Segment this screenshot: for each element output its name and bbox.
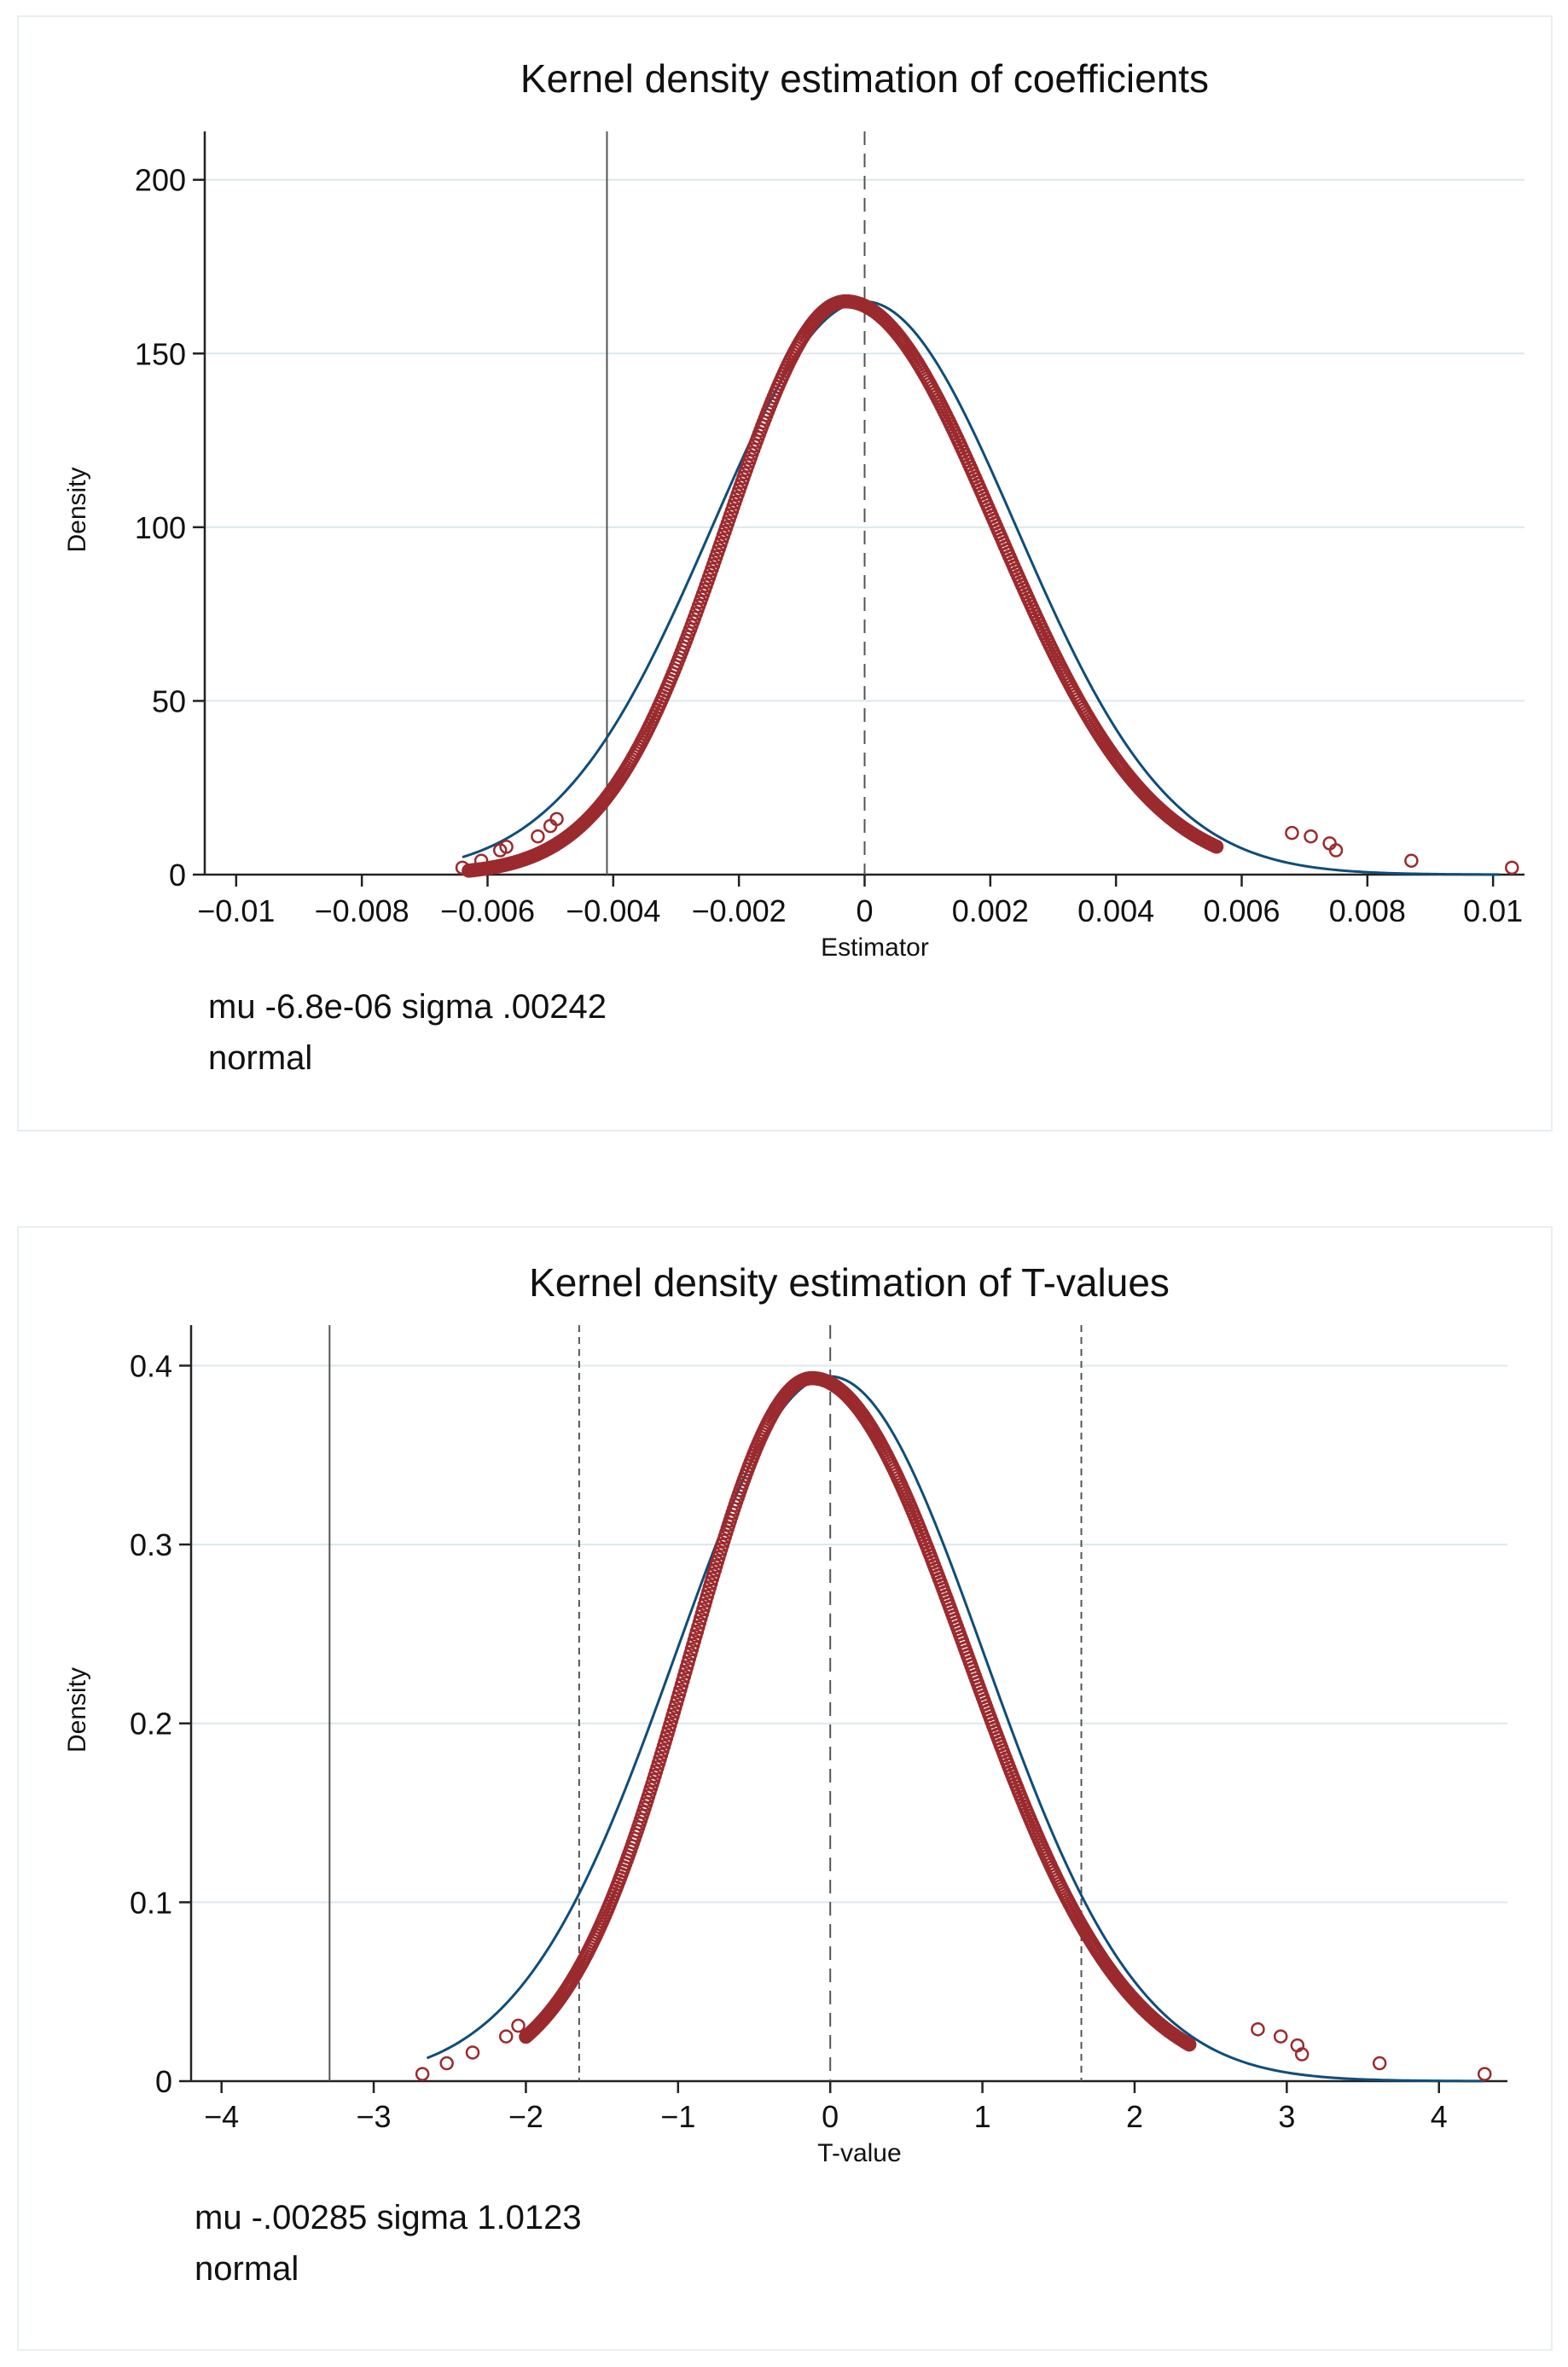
kde-points bbox=[415, 1370, 1492, 2081]
kde-tail-point bbox=[415, 2067, 430, 2081]
fit-parameters-text: mu -.00285 sigma 1.0123 bbox=[195, 2199, 582, 2236]
chart-title: Kernel density estimation of T-values bbox=[529, 1260, 1170, 1305]
kde-coefficients-chart: Kernel density estimation of coefficient… bbox=[63, 56, 1524, 962]
x-tick-label: 0 bbox=[856, 893, 873, 928]
fit-parameters-text: mu -6.8e-06 sigma .00242 bbox=[208, 988, 607, 1026]
y-tick-label: 0 bbox=[169, 858, 186, 893]
x-tick-label: −2 bbox=[508, 2099, 543, 2134]
x-axis-label: T-value bbox=[817, 2139, 901, 2167]
kde-tail-point bbox=[1285, 825, 1299, 840]
y-tick-label: 0 bbox=[155, 2064, 172, 2099]
kde-tail-point bbox=[439, 2056, 454, 2071]
x-tick-label: −0.01 bbox=[197, 893, 275, 928]
kde-tail-point bbox=[1505, 860, 1519, 875]
x-tick-label: −3 bbox=[357, 2099, 392, 2134]
y-tick-label: 0.2 bbox=[130, 1707, 172, 1742]
chart-title: Kernel density estimation of coefficient… bbox=[520, 56, 1209, 101]
x-axis-label: Estimator bbox=[821, 933, 929, 962]
x-tick-label: 0.002 bbox=[952, 893, 1029, 928]
x-tick-label: −0.004 bbox=[566, 893, 660, 928]
kde-tail-point bbox=[499, 840, 514, 854]
chart-panel-t-values: Kernel density estimation of T-values 0 0.… bbox=[17, 1226, 1553, 2351]
kde-tail-point bbox=[511, 2018, 526, 2033]
x-tick-label: 0 bbox=[822, 2099, 839, 2134]
x-tick-label: −1 bbox=[660, 2099, 695, 2134]
x-tick-label: 0.008 bbox=[1329, 893, 1406, 928]
kde-tail-point bbox=[1372, 2056, 1387, 2071]
kde-point bbox=[1209, 840, 1224, 854]
x-tick-label: −0.008 bbox=[315, 893, 409, 928]
kde-t-values-chart: Kernel density estimation of T-values 0 0.… bbox=[63, 1260, 1507, 2167]
y-tick-label: 0.3 bbox=[130, 1527, 172, 1562]
kde-points bbox=[455, 294, 1519, 878]
y-tick-label: 0.4 bbox=[130, 1348, 172, 1383]
fit-distribution-text: normal bbox=[195, 2250, 299, 2288]
kde-tail-point bbox=[1404, 853, 1419, 868]
kde-tail-point bbox=[1273, 2029, 1288, 2044]
x-tick-label: 3 bbox=[1278, 2099, 1295, 2134]
y-axis-label: Density bbox=[63, 467, 91, 552]
x-tick-label: 4 bbox=[1431, 2099, 1448, 2134]
fit-note: mu -.00285 sigma 1.0123 normal bbox=[195, 2192, 582, 2294]
y-tick-label: 0.1 bbox=[130, 1885, 172, 1920]
y-tick-label: 200 bbox=[135, 163, 186, 198]
kde-tail-point bbox=[549, 811, 564, 827]
x-tick-label: 2 bbox=[1126, 2099, 1143, 2134]
kde-tail-point bbox=[465, 2045, 480, 2060]
y-axis-label: Density bbox=[63, 1667, 91, 1753]
kde-tail-point bbox=[1328, 843, 1344, 858]
normal-density-curve bbox=[462, 300, 1500, 876]
fit-distribution-text: normal bbox=[208, 1039, 313, 1077]
kde-point bbox=[1182, 2037, 1197, 2052]
fit-note: mu -6.8e-06 sigma .00242 normal bbox=[208, 981, 607, 1084]
kde-tail-point bbox=[1251, 2021, 1265, 2037]
x-tick-label: −4 bbox=[204, 2099, 239, 2134]
kde-tail-point bbox=[1304, 829, 1318, 844]
x-tick-label: 0.01 bbox=[1463, 893, 1523, 928]
chart-panel-coefficients: Kernel density estimation of coefficient… bbox=[17, 15, 1553, 1131]
y-tick-label: 100 bbox=[135, 510, 186, 545]
x-tick-label: 0.004 bbox=[1077, 893, 1154, 928]
x-tick-label: 0.006 bbox=[1203, 893, 1280, 928]
x-tick-label: −0.006 bbox=[440, 893, 535, 928]
kde-tail-point bbox=[499, 2029, 514, 2044]
kde-tail-point bbox=[1477, 2067, 1492, 2081]
x-tick-label: −0.002 bbox=[692, 893, 787, 928]
kde-tail-point bbox=[531, 829, 545, 844]
y-tick-label: 150 bbox=[135, 336, 186, 371]
kde-tail-point bbox=[1294, 2047, 1310, 2062]
kde-tail-point bbox=[455, 860, 470, 875]
kde-tail-point bbox=[473, 853, 489, 868]
normal-density-curve bbox=[426, 1375, 1485, 2083]
x-tick-label: 1 bbox=[974, 2099, 991, 2134]
y-tick-label: 50 bbox=[152, 683, 186, 718]
